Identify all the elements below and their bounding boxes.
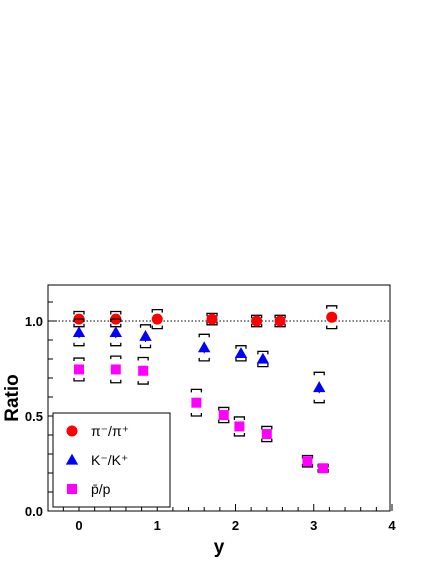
data-point-triangle	[198, 341, 211, 353]
sys-bracket-lower	[218, 419, 230, 424]
sys-bracket-upper	[110, 310, 122, 315]
sys-bracket-lower	[313, 399, 325, 404]
sys-bracket-upper	[190, 388, 203, 393]
sys-bracket-lower	[73, 377, 85, 382]
data-point-triangle	[72, 326, 86, 338]
series-group	[72, 318, 326, 404]
sys-bracket-lower	[137, 381, 149, 385]
x-axis-title: y	[214, 537, 225, 558]
sys-bracket-upper	[206, 312, 218, 317]
data-point-square	[74, 364, 84, 375]
data-point-triangle	[234, 347, 248, 358]
data-point-circle	[251, 315, 263, 327]
data-point-square	[218, 410, 229, 421]
x-tick-label: 1	[154, 518, 161, 533]
series-group	[73, 355, 329, 474]
series-group	[73, 305, 338, 330]
sys-bracket-upper	[218, 406, 230, 411]
sys-bracket-upper	[137, 356, 149, 361]
data-point-circle	[151, 313, 163, 325]
plot-frame	[47, 284, 391, 512]
ticks-layer: 0 1 2 3 4 0.0 0.5 1.0	[25, 301, 396, 533]
data-point-square	[191, 397, 202, 408]
sys-bracket-upper	[261, 425, 273, 430]
sys-bracket-upper	[326, 305, 338, 309]
sys-bracket-lower	[250, 323, 263, 328]
sys-bracket-lower	[257, 363, 269, 368]
data-point-circle	[66, 425, 78, 437]
data-point-triangle	[109, 326, 122, 338]
sys-bracket-upper	[110, 318, 122, 323]
sys-bracket-upper	[233, 416, 246, 420]
legend-label: K⁻/K⁺	[91, 452, 128, 468]
sys-bracket-lower	[151, 325, 163, 330]
x-tick-label: 2	[232, 518, 239, 533]
sys-bracket-upper	[198, 333, 210, 338]
sys-bracket-lower	[206, 321, 218, 326]
x-tick-label: 4	[388, 518, 396, 533]
sys-bracket-lower	[233, 432, 246, 437]
data-point-triangle	[256, 352, 270, 364]
data-point-circle	[206, 313, 218, 325]
sys-bracket-lower	[110, 342, 122, 347]
data-point-triangle	[139, 330, 152, 341]
data-point-triangle	[313, 381, 326, 393]
sys-bracket-upper	[110, 355, 122, 360]
sys-bracket-lower	[261, 438, 273, 443]
sys-bracket-upper	[235, 345, 247, 349]
sys-bracket-upper	[274, 314, 286, 319]
sys-bracket-lower	[73, 342, 85, 347]
y-tick-label: 0.5	[25, 409, 43, 424]
sys-bracket-lower	[198, 357, 210, 362]
sys-bracket-upper	[151, 308, 163, 313]
data-point-circle	[326, 311, 338, 323]
data-point-square	[261, 429, 272, 440]
data-point-circle	[274, 315, 286, 327]
data-layer	[72, 305, 338, 474]
data-point-square	[318, 463, 329, 474]
x-tick-label: 3	[310, 518, 317, 533]
y-tick-label: 1.0	[25, 314, 43, 329]
sys-bracket-lower	[110, 379, 122, 384]
legend: π⁻/π⁺ K⁻/K⁺ p̄/p	[52, 412, 171, 508]
legend-label: π⁻/π⁺	[91, 423, 129, 439]
sys-bracket-upper	[73, 357, 85, 362]
sys-bracket-lower	[274, 323, 286, 328]
sys-bracket-lower	[235, 357, 247, 362]
sys-bracket-upper	[313, 371, 325, 376]
sys-bracket-upper	[257, 350, 269, 355]
y-tick-label: 0.0	[25, 504, 43, 519]
data-point-square	[110, 364, 121, 375]
sys-bracket-lower	[139, 344, 152, 349]
sys-bracket-lower	[326, 325, 338, 330]
data-point-square	[67, 484, 77, 494]
sys-bracket-upper	[250, 314, 263, 319]
sys-bracket-upper	[139, 324, 152, 328]
sys-bracket-upper	[73, 318, 85, 323]
y-axis-title: Ratio	[2, 374, 23, 422]
x-tick-label: 0	[75, 518, 82, 533]
legend-label: p̄/p	[91, 481, 111, 497]
data-point-square	[138, 365, 149, 376]
data-point-triangle	[65, 453, 79, 465]
sys-bracket-lower	[190, 413, 203, 417]
sys-bracket-upper	[73, 310, 85, 315]
data-point-square	[234, 421, 245, 432]
data-point-square	[302, 456, 313, 467]
